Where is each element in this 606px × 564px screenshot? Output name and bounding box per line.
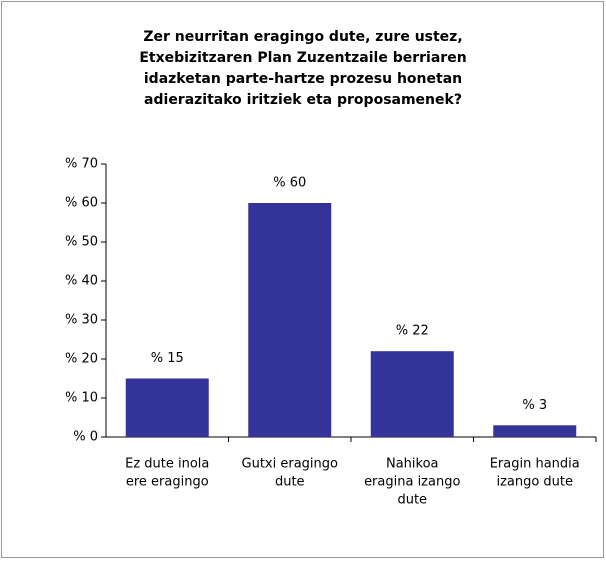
y-tick-label: % 60	[65, 196, 98, 211]
chart-title: Zer neurritan eragingo dute, zure ustez,	[143, 29, 462, 45]
y-tick-label: % 50	[65, 235, 98, 250]
x-tick-label: izango dute	[496, 475, 573, 490]
y-tick-label: % 30	[65, 313, 98, 328]
value-label: % 3	[522, 398, 547, 413]
x-tick-label: Nahikoa	[386, 457, 439, 472]
bar	[370, 351, 454, 437]
bar	[248, 203, 332, 437]
y-tick-label: % 10	[65, 391, 98, 406]
value-label: % 22	[396, 324, 429, 339]
y-tick-label: % 0	[73, 430, 98, 445]
value-label: % 15	[151, 351, 184, 366]
value-label: % 60	[273, 176, 306, 191]
x-tick-label: eragina izango	[364, 475, 460, 490]
chart-title: idazketan parte-hartze prozesu honetan	[144, 71, 462, 87]
x-tick-label: Eragin handia	[490, 457, 580, 472]
x-tick-label: Gutxi eragingo	[242, 457, 339, 472]
bar	[125, 378, 209, 437]
x-tick-label: ere eragingo	[126, 475, 209, 490]
bar	[493, 425, 577, 437]
x-tick-label: dute	[397, 493, 427, 508]
y-tick-label: % 70	[65, 157, 98, 172]
y-tick-label: % 40	[65, 274, 98, 289]
y-tick-label: % 20	[65, 352, 98, 367]
chart-title: adierazitako iritziek eta proposamenek?	[144, 92, 462, 108]
x-tick-label: Ez dute inola	[125, 457, 209, 472]
chart-title: Etxebizitzaren Plan Zuzentzaile berriare…	[139, 50, 466, 66]
x-tick-label: dute	[275, 475, 305, 490]
